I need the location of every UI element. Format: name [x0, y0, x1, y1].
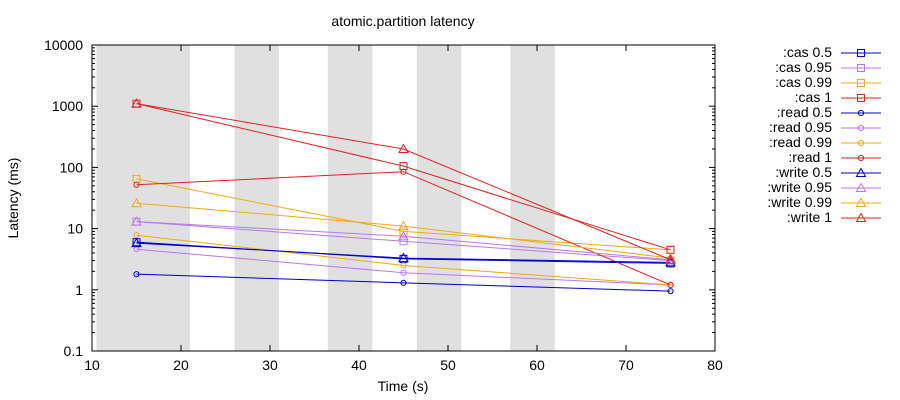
data-point [667, 281, 674, 289]
data-point [398, 252, 409, 263]
y-tick-label: 10 [67, 221, 83, 237]
shaded-interval [234, 45, 279, 351]
legend-label: :read 0.95 [769, 119, 832, 135]
legend-label: :cas 0.99 [775, 74, 832, 90]
series-line [136, 202, 671, 259]
series-line [136, 221, 671, 262]
data-point [857, 109, 865, 117]
data-point [398, 220, 409, 231]
series-line [136, 242, 671, 263]
x-tick-label: 20 [173, 357, 189, 373]
y-tick-label: 0.1 [64, 343, 84, 359]
shaded-interval [140, 45, 190, 351]
data-point [857, 79, 865, 87]
data-point [855, 212, 867, 222]
data-point [131, 98, 142, 108]
legend-item: :cas 0.99 [775, 74, 881, 90]
legend-label: :read 0.5 [777, 104, 832, 120]
shaded-interval [96, 45, 141, 351]
data-point [667, 288, 674, 295]
data-point [400, 269, 407, 276]
data-point [400, 279, 407, 286]
series-line [136, 273, 671, 292]
x-tick-label: 30 [262, 357, 278, 373]
legend-item: :read 0.5 [777, 104, 881, 120]
legend-label: :write 0.99 [767, 194, 832, 210]
legend-label: :write 0.95 [767, 179, 832, 195]
series-line [136, 178, 671, 251]
data-point [857, 49, 865, 57]
chart-title: atomic.partition latency [331, 13, 474, 29]
legend-item: :cas 0.5 [783, 44, 881, 60]
x-tick-label: 80 [707, 357, 723, 373]
data-point [133, 181, 140, 188]
shaded-interval [416, 45, 462, 351]
data-point [398, 143, 409, 153]
data-point [855, 167, 867, 177]
legend-item: :write 0.95 [767, 179, 881, 195]
data-point [399, 227, 408, 236]
x-tick-label: 50 [440, 357, 456, 373]
legend-item: :read 0.99 [769, 134, 881, 150]
legend-label: :cas 1 [795, 89, 833, 105]
legend-label: :read 1 [788, 149, 832, 165]
x-axis-label: Time (s) [378, 378, 429, 394]
plot-frame [91, 44, 716, 352]
chart-legend: :cas 0.5:cas 0.95:cas 0.99:cas 1:read 0.… [767, 44, 881, 225]
y-tick-label: 1 [75, 282, 83, 298]
data-point [857, 139, 865, 147]
data-point [398, 230, 409, 241]
shaded-interval [327, 45, 373, 351]
series-line [136, 103, 671, 261]
x-tick-label: 70 [618, 357, 634, 373]
y-tick-label: 100 [60, 159, 84, 175]
series-layer [131, 98, 676, 295]
shaded-interval [510, 45, 555, 351]
series [131, 98, 676, 264]
data-point [855, 197, 867, 207]
y-tick-label: 10000 [44, 37, 83, 53]
series-line [136, 248, 671, 286]
series [132, 99, 675, 254]
legend-item: :cas 0.95 [775, 59, 881, 75]
data-point [133, 271, 140, 278]
plot-axes: 10 20 30 40 50 60 70 80 0.1 1 10 100 1000 10000 [44, 37, 723, 373]
y-axis-label: Latency (ms) [5, 158, 21, 239]
data-point [855, 182, 867, 192]
data-point [131, 237, 142, 248]
data-point [857, 154, 865, 162]
legend-item: :read 0.95 [769, 119, 881, 135]
series-line [136, 234, 671, 286]
legend-item: :cas 1 [795, 89, 881, 105]
shaded-regions [96, 45, 555, 351]
x-tick-label: 60 [529, 357, 545, 373]
x-tick-label: 10 [84, 357, 100, 373]
data-point [400, 262, 407, 269]
series-line [136, 103, 671, 251]
data-point [857, 64, 865, 72]
data-point [665, 252, 676, 263]
y-tick-label: 1000 [52, 98, 83, 114]
data-point [399, 237, 408, 246]
data-point [857, 124, 865, 132]
legend-item: :write 0.99 [767, 194, 881, 210]
data-point [400, 168, 407, 175]
legend-label: :write 1 [787, 209, 832, 225]
x-tick-label: 40 [351, 357, 367, 373]
legend-item: :write 0.5 [775, 164, 881, 180]
data-point [857, 94, 865, 102]
data-point [665, 254, 676, 264]
legend-label: :read 0.99 [769, 134, 832, 150]
data-point [131, 197, 142, 208]
series-line [136, 221, 671, 261]
legend-label: :write 0.5 [775, 164, 832, 180]
legend-label: :cas 0.95 [775, 59, 832, 75]
legend-item: :write 1 [787, 209, 881, 225]
data-point [131, 216, 142, 226]
legend-item: :read 1 [788, 149, 881, 165]
legend-label: :cas 0.5 [783, 44, 832, 60]
series [131, 197, 676, 263]
series [133, 271, 674, 295]
